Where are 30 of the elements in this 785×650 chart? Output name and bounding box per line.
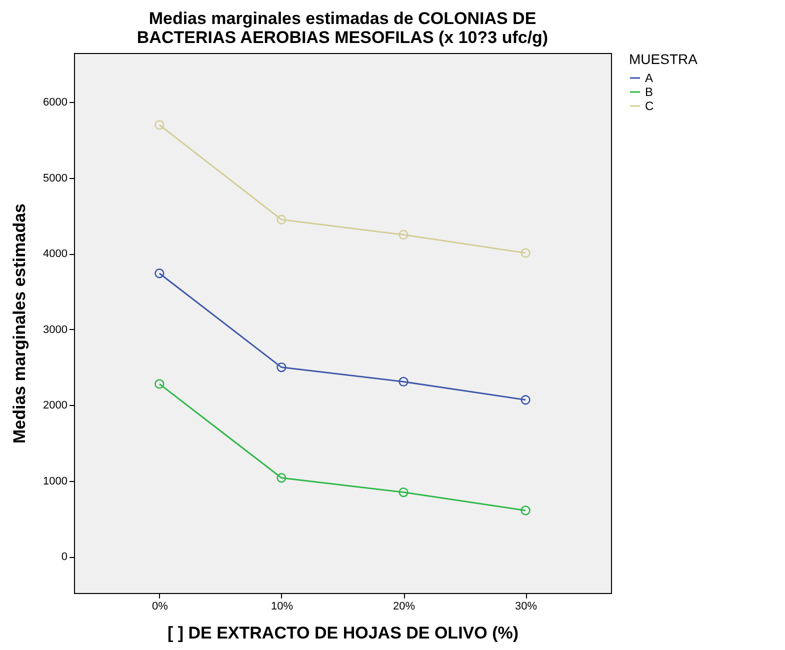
point — [398, 230, 408, 240]
x-tick-label: 20% — [393, 600, 416, 612]
point — [520, 248, 530, 258]
point — [398, 487, 408, 498]
point — [154, 120, 164, 130]
point — [520, 395, 530, 405]
legend-label: C — [645, 99, 654, 113]
y-tick-label: 1000 — [43, 475, 68, 488]
y-tick-label: 6000 — [43, 96, 68, 109]
point — [154, 268, 164, 278]
x-axis-title: [ ] DE EXTRACTO DE HOJAS DE OLIVO (%) — [167, 624, 519, 642]
y-tick-label: 5000 — [43, 172, 68, 184]
y-tick-label: 4000 — [43, 248, 68, 260]
y-tick-label: 0 — [61, 551, 68, 564]
y-tick-label: 3000 — [43, 324, 68, 336]
chart-title: Medias marginales estimadas de COLONIAS DE BACTERIAS AEROBIAS MESOFILAS (x 10?3 ufc/g) — [136, 9, 548, 47]
x-tick-label: 0% — [152, 600, 168, 612]
point — [276, 473, 286, 483]
legend-title: MUESTRA — [629, 51, 698, 67]
x-tick-label: 10% — [270, 600, 294, 612]
x-tick-label: 30% — [515, 600, 538, 612]
point — [276, 214, 286, 224]
point — [154, 379, 164, 389]
point — [398, 376, 408, 387]
legend-label: A — [645, 71, 654, 85]
point — [276, 362, 286, 372]
y-axis-title: Medias marginales estimadas — [10, 203, 30, 444]
legend-label: B — [645, 85, 654, 99]
y-tick-label: 2000 — [43, 400, 68, 412]
point — [520, 506, 530, 516]
